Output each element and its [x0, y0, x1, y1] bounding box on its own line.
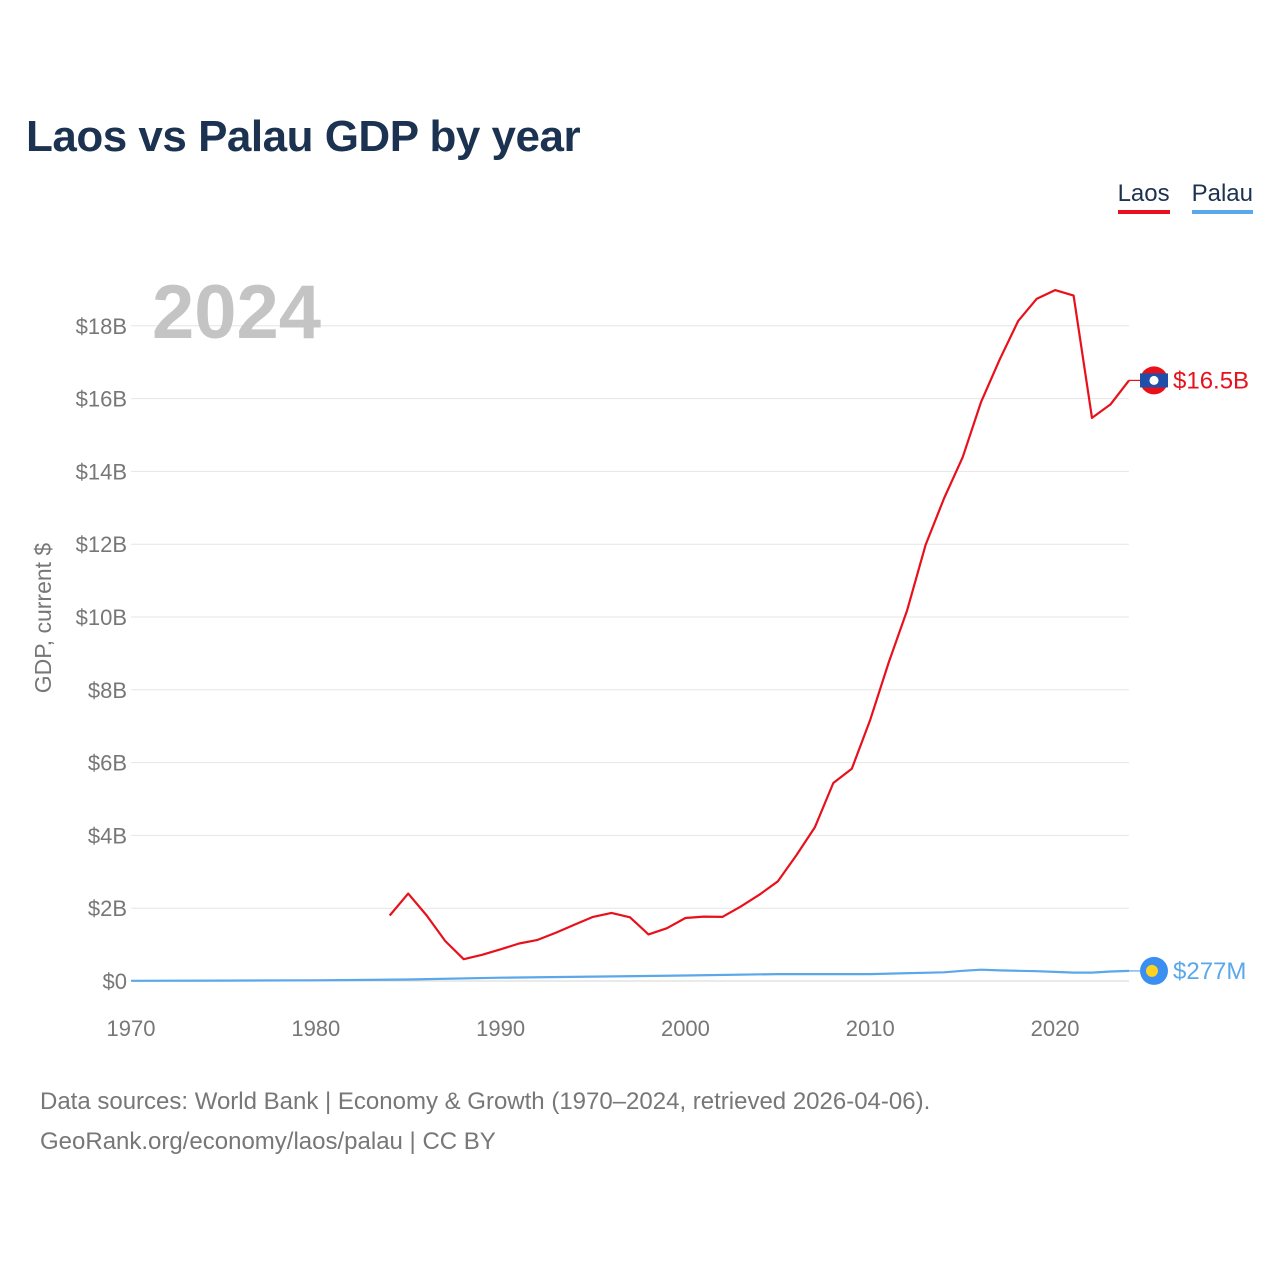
- year-watermark: 2024: [152, 270, 321, 355]
- y-axis-label: GDP, current $: [30, 543, 56, 694]
- chart-title: Laos vs Palau GDP by year: [26, 112, 581, 161]
- y-tick-label: $18B: [76, 314, 127, 339]
- y-tick-label: $14B: [76, 459, 127, 484]
- end-value-label-laos: $16.5B: [1173, 367, 1249, 394]
- y-tick-label: $6B: [88, 751, 127, 776]
- palau-flag-icon: [1140, 956, 1168, 985]
- gdp-line-chart: 2024 $0$2B$4B$6B$8B$10B$12B$14B$16B$18B …: [30, 270, 1249, 1041]
- flag-moon: [1146, 964, 1158, 977]
- legend-item-palau[interactable]: Palau: [1191, 180, 1253, 214]
- laos-flag-icon: [1140, 366, 1168, 395]
- series-lines: [130, 289, 1130, 982]
- x-tick-label: 1970: [107, 1016, 156, 1041]
- footer: Data sources: World Bank | Economy & Gro…: [40, 1082, 930, 1162]
- grid-lines: [131, 325, 1129, 982]
- y-tick-label: $16B: [76, 387, 127, 412]
- end-markers: $16.5B $277M: [1129, 366, 1249, 985]
- x-tick-label: 2000: [661, 1016, 710, 1041]
- series-line-laos[interactable]: [388, 289, 1130, 961]
- y-tick-label: $4B: [88, 823, 127, 848]
- source-url-text: GeoRank.org/economy/laos/palau | CC BY: [40, 1128, 496, 1155]
- x-axis-ticks: 1970 1980 1990 2000 2010 2020: [107, 1016, 1080, 1041]
- legend-item-laos[interactable]: Laos: [1117, 180, 1170, 214]
- series-line-palau[interactable]: [130, 968, 1130, 982]
- data-sources-text: Data sources: World Bank | Economy & Gro…: [40, 1088, 931, 1115]
- x-tick-label: 1980: [291, 1016, 340, 1041]
- end-value-label-palau: $277M: [1173, 958, 1246, 985]
- flag-disc: [1149, 375, 1159, 385]
- y-tick-label: $0: [103, 969, 127, 994]
- y-tick-label: $2B: [88, 896, 127, 921]
- legend: Laos Palau: [1117, 180, 1253, 214]
- y-tick-label: $8B: [88, 678, 127, 703]
- x-tick-label: 2010: [846, 1016, 895, 1041]
- y-tick-label: $12B: [76, 532, 127, 557]
- y-tick-label: $10B: [76, 605, 127, 630]
- x-tick-label: 1990: [476, 1016, 525, 1041]
- y-axis-ticks: $0 $2B $4B $6B $8B $10B $12B $14B $16B $18B: [76, 314, 127, 994]
- x-tick-label: 2020: [1031, 1016, 1080, 1041]
